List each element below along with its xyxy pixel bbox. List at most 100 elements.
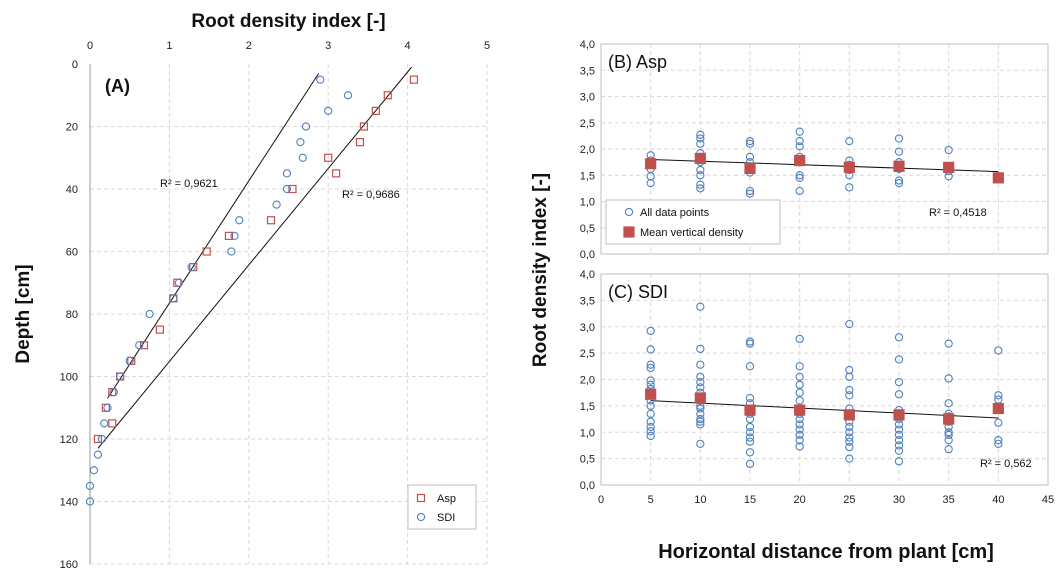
y-tick-label: 60 <box>66 247 78 259</box>
data-point-sdi <box>109 387 118 397</box>
data-point-sdi <box>235 216 244 225</box>
data-point-all-data-points <box>795 127 804 136</box>
data-point-all-data-points <box>894 457 904 466</box>
data-point-sdi <box>100 419 109 428</box>
data-point-all-data-points <box>795 372 804 382</box>
data-point-mean-vertical-density <box>794 154 806 167</box>
legend-label-sdi: SDI <box>437 512 455 524</box>
trendline-sdi <box>107 73 320 399</box>
data-point-all-data-points <box>696 184 705 193</box>
data-point-all-data-points <box>745 136 755 146</box>
data-point-mean-vertical-density <box>943 413 955 425</box>
data-point-all-data-points <box>795 425 804 434</box>
y-tick-label: 1,0 <box>580 197 595 209</box>
x-tick-label: 15 <box>744 494 756 506</box>
data-point-all-data-points <box>696 404 705 413</box>
data-point-all-data-points <box>795 388 804 397</box>
data-point-mean-vertical-density <box>893 160 905 172</box>
data-point-all-data-points <box>696 344 705 354</box>
data-point-asp <box>288 184 297 194</box>
data-point-all-data-points <box>745 428 755 437</box>
data-point-sdi <box>85 497 95 506</box>
r2-label-sdi: R² = 0,9621 <box>160 178 218 190</box>
data-point-all-data-points <box>845 454 854 463</box>
x-tick-label: 2 <box>246 40 252 52</box>
data-point-asp <box>224 231 234 240</box>
data-point-asp <box>93 434 103 444</box>
data-point-all-data-points <box>894 134 904 143</box>
data-point-mean-vertical-density <box>645 388 657 400</box>
panel-label: (A) <box>105 76 130 96</box>
data-point-all-data-points <box>845 385 854 395</box>
data-point-all-data-points <box>894 147 904 156</box>
data-point-all-data-points <box>894 420 904 429</box>
data-point-all-data-points <box>845 319 854 329</box>
legend-marker-mean-vertical-density <box>623 226 635 238</box>
data-point-all-data-points <box>845 136 854 146</box>
data-point-all-data-points <box>795 396 804 405</box>
data-point-all-data-points <box>745 362 755 371</box>
data-point-mean-vertical-density <box>694 152 706 165</box>
x-tick-label: 25 <box>843 494 855 506</box>
y-axis-title: Depth [cm] <box>13 264 34 363</box>
y-tick-label: 1,0 <box>580 427 595 439</box>
data-point-all-data-points <box>994 346 1003 355</box>
y-tick-label: 0,0 <box>580 249 595 261</box>
data-point-mean-vertical-density <box>843 161 855 173</box>
x-tick-label: 5 <box>484 40 490 52</box>
data-point-all-data-points <box>745 139 755 148</box>
data-point-sdi <box>116 372 125 381</box>
x-tick-label: 10 <box>694 494 706 506</box>
data-point-mean-vertical-density <box>943 161 955 173</box>
x-tick-label: 30 <box>893 494 905 506</box>
data-point-sdi <box>135 341 144 350</box>
panel-label: (B) Asp <box>608 52 667 72</box>
data-point-all-data-points <box>646 417 655 426</box>
data-point-mean-vertical-density <box>694 392 706 404</box>
x-tick-label: 5 <box>648 494 654 506</box>
data-point-all-data-points <box>745 152 755 162</box>
x-tick-label: 40 <box>992 494 1004 506</box>
data-point-all-data-points <box>845 442 854 452</box>
y-tick-label: 2,5 <box>580 348 595 360</box>
data-point-sdi <box>343 91 353 100</box>
data-point-mean-vertical-density <box>843 409 855 421</box>
x-tick-label: 0 <box>87 40 93 52</box>
r2-label-asp: R² = 0,9686 <box>342 189 400 201</box>
data-point-mean-vertical-density <box>893 409 905 421</box>
data-point-sdi <box>145 309 154 319</box>
data-point-asp <box>202 247 211 256</box>
legend: All data points Mean vertical density <box>605 199 781 245</box>
data-point-sdi <box>85 481 95 491</box>
y-tick-label: 100 <box>60 372 78 384</box>
y-tick-label: 160 <box>60 559 78 571</box>
data-point-all-data-points <box>696 409 705 418</box>
y-tick-label: 4,0 <box>580 39 595 51</box>
data-point-all-data-points <box>795 380 804 389</box>
y-tick-label: 2,0 <box>580 375 595 387</box>
data-point-all-data-points <box>646 178 655 188</box>
data-point-all-data-points <box>646 363 655 373</box>
data-point-all-data-points <box>894 178 904 188</box>
y-tick-label: 1,5 <box>580 401 595 413</box>
data-point-all-data-points <box>795 136 804 146</box>
data-point-all-data-points <box>845 437 854 446</box>
y-tick-label: 120 <box>60 434 78 446</box>
data-point-asp <box>355 138 365 147</box>
data-point-all-data-points <box>696 130 705 139</box>
x-tick-label: 1 <box>166 40 172 52</box>
data-point-all-data-points <box>696 420 705 429</box>
panel-b: 0,0 0,5 1,0 1,5 2,0 2,5 3,0 3,5 4,0 (B) Asp R² = 0… <box>580 39 1049 261</box>
r2-label: R² = 0,562 <box>980 458 1032 470</box>
y-tick-label: 2,5 <box>580 118 595 130</box>
legend-marker-all-data-points <box>624 207 634 217</box>
y-tick-label: 3,5 <box>580 295 595 307</box>
data-point-asp <box>139 341 149 350</box>
data-point-all-data-points <box>696 171 705 180</box>
x-tick-label: 35 <box>943 494 955 506</box>
data-point-all-data-points <box>696 139 705 148</box>
data-point-sdi <box>298 153 307 162</box>
x-tick-label: 3 <box>325 40 331 52</box>
data-point-all-data-points <box>795 142 804 151</box>
